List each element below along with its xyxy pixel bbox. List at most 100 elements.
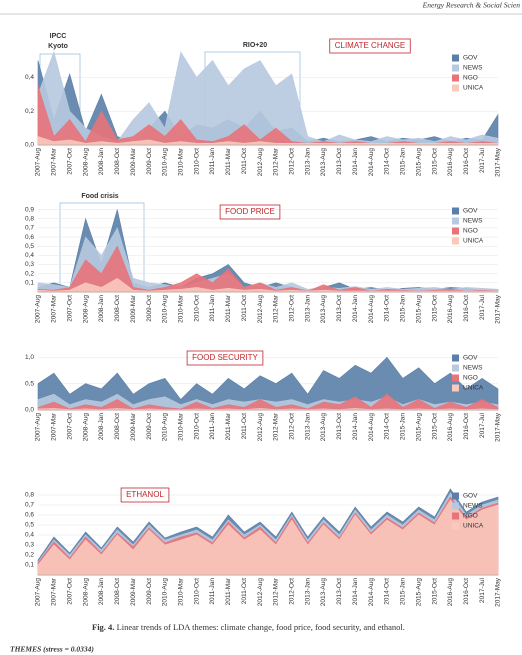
x-tick-label: 2011-Jan <box>209 148 216 175</box>
x-tick-label: 2007-Mar <box>51 294 58 323</box>
legend-swatch <box>452 354 459 362</box>
y-tick-label: 0,9 <box>25 206 34 213</box>
y-tick-label: 0,4 <box>25 532 34 539</box>
x-tick-label: 2013-Aug <box>320 148 327 177</box>
x-tick-label: 2008-Aug <box>82 578 89 607</box>
x-tick-label: 2014-Aug <box>368 578 375 607</box>
x-tick-label: 2011-Oct <box>241 413 248 439</box>
legend-swatch <box>452 364 459 372</box>
x-tick-label: 2007-Mar <box>51 412 58 441</box>
legend-swatch <box>452 227 459 235</box>
area <box>37 277 499 293</box>
legend-label: NEWS <box>463 65 483 72</box>
x-tick-label: 2012-Oct <box>289 578 296 605</box>
x-tick-label: 2016-Aug <box>447 413 454 442</box>
x-tick-label: 2010-Mar <box>177 147 184 176</box>
x-tick-label: 2007-Aug <box>35 295 42 324</box>
y-tick-label: 0,5 <box>25 243 34 250</box>
x-tick-label: 2012-Mar <box>273 577 280 606</box>
legend-label: GOV <box>463 55 478 62</box>
area <box>37 51 499 146</box>
legend-swatch <box>452 54 459 62</box>
x-tick-label: 2014-Oct <box>384 578 391 605</box>
legend-label: GOV <box>463 493 478 500</box>
x-tick-label: 2013-Jan <box>304 148 311 175</box>
x-tick-label: 2007-Mar <box>51 147 58 176</box>
x-tick-label: 2012-Aug <box>257 148 264 177</box>
x-tick-label: 2013-Oct <box>336 413 343 440</box>
x-tick-label: 2015-Jan <box>400 295 407 322</box>
x-tick-label: 2011-Oct <box>241 148 248 174</box>
x-tick-label: 2015-Oct <box>431 578 438 605</box>
x-tick-label: 2010-Aug <box>162 295 169 324</box>
y-tick-label: 0,0 <box>25 142 34 149</box>
y-tick-label: 0,7 <box>25 502 34 509</box>
x-tick-label: 2012-Oct <box>289 413 296 440</box>
x-tick-label: 2008-Oct <box>114 578 121 605</box>
x-tick-label: 2008-Oct <box>114 413 121 440</box>
x-tick-label: 2009-Oct <box>146 413 153 440</box>
y-tick-label: 0,2 <box>25 108 34 115</box>
y-tick-label: 0,4 <box>25 252 34 259</box>
legend-label: UNICA <box>463 85 484 92</box>
x-tick-label: 2013-Jan <box>304 295 311 322</box>
x-tick-label: 2009-Oct <box>146 148 153 175</box>
x-tick-label: 2013-Aug <box>320 295 327 324</box>
x-tick-label: 2013-Aug <box>320 413 327 442</box>
legend-swatch <box>452 384 459 392</box>
x-tick-label: 2015-Jan <box>400 148 407 175</box>
title-box <box>219 204 281 220</box>
x-tick-label: 2016-Aug <box>447 578 454 607</box>
x-tick-label: 2017-Jul <box>479 577 486 602</box>
title-box <box>329 38 411 54</box>
area <box>37 356 499 411</box>
x-tick-label: 2009-Mar <box>130 147 137 176</box>
legend-label: GOV <box>463 208 478 215</box>
x-tick-label: 2009-Oct <box>146 295 153 322</box>
area <box>37 499 499 576</box>
x-tick-label: 2010-Aug <box>162 413 169 442</box>
x-tick-label: 2008-Jan <box>98 578 105 605</box>
caption-text: Linear trends of LDA themes: climate cha… <box>117 622 405 632</box>
x-tick-label: 2010-Oct <box>193 413 200 440</box>
y-tick-label: 0,2 <box>25 552 34 559</box>
x-tick-label: 2007-Mar <box>51 577 58 606</box>
x-tick-label: 2008-Jan <box>98 413 105 440</box>
title-box <box>120 487 170 503</box>
area <box>37 85 499 146</box>
x-tick-label: 2009-Mar <box>130 577 137 606</box>
x-tick-label: 2015-Aug <box>415 148 422 177</box>
x-tick-label: 2013-Jan <box>304 413 311 440</box>
chart-title: CLIMATE CHANGE <box>335 41 406 50</box>
x-tick-label: 2012-Oct <box>289 295 296 322</box>
y-tick-label: 1,0 <box>25 354 34 361</box>
x-tick-label: 2008-Oct <box>114 148 121 175</box>
x-tick-label: 2008-Jan <box>98 295 105 322</box>
area <box>37 136 499 146</box>
legend-label: NEWS <box>463 365 483 372</box>
legend-label: NEWS <box>463 218 483 225</box>
x-tick-label: 2017-May <box>495 147 502 177</box>
legend-label: GOV <box>463 355 478 362</box>
chart-title: ETHANOL <box>126 490 164 499</box>
x-tick-label: 2014-Oct <box>384 295 391 322</box>
caption-label: Fig. 4. <box>92 622 114 632</box>
x-tick-label: 2014-Jan <box>352 148 359 175</box>
x-tick-label: 2010-Mar <box>177 577 184 606</box>
x-tick-label: 2015-Oct <box>431 148 438 175</box>
x-tick-label: 2017-Jul <box>479 147 486 172</box>
x-tick-label: 2010-Oct <box>193 295 200 322</box>
legend-swatch <box>452 374 459 382</box>
x-tick-label: 2014-Jan <box>352 578 359 605</box>
x-tick-label: 2015-Oct <box>431 295 438 322</box>
legend-swatch <box>452 74 459 82</box>
journal-header: Energy Research & Social Scien <box>422 1 521 10</box>
x-tick-label: 2011-Oct <box>241 578 248 604</box>
x-tick-label: 2017-May <box>495 577 502 607</box>
x-tick-label: 2016-Oct <box>463 578 470 605</box>
x-tick-label: 2012-Mar <box>273 294 280 323</box>
y-tick-label: 0,7 <box>25 225 34 232</box>
x-tick-label: 2011-Mar <box>225 294 232 322</box>
x-tick-label: 2015-Aug <box>415 295 422 324</box>
